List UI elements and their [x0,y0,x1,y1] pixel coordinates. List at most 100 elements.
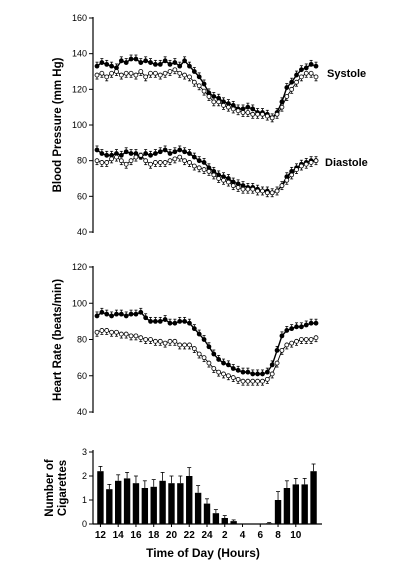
bp-series-3-line [96,154,317,194]
bp-data-point [148,161,153,167]
hr-data-point [245,378,251,384]
hr-data-point [104,311,110,317]
hr-data-point [191,326,197,332]
hr-data-point [162,340,168,346]
hr-data-point [157,338,163,344]
bp-data-point [133,56,139,62]
cig-bar [177,483,184,524]
bp-data-point [94,63,100,69]
bp-data-point [187,151,192,156]
bp-data-point [313,63,319,69]
cig-x-tick-label: 18 [148,530,160,541]
bp-tick-label: 160 [72,13,87,23]
bp-data-point [118,152,124,158]
bp-data-point [225,104,231,110]
cig-x-tick-label: 12 [95,530,107,541]
cig-bar [106,489,113,524]
hr-data-point [264,376,270,382]
cig-x-tick-label: 2 [222,530,228,541]
hr-data-point [99,328,105,333]
bp-data-point [260,188,265,194]
hr-data-point [294,324,299,330]
bp-data-point [279,104,285,110]
hr-data-point [250,371,256,377]
hr-data-point [303,337,309,342]
hr-data-point [128,333,134,339]
hr-data-point [148,318,153,324]
bp-data-point [123,161,129,167]
cig-bar [203,503,211,524]
hr-data-point [157,318,163,324]
hr-data-point [177,318,183,324]
hr-data-point [279,333,285,339]
bp-data-point [191,69,197,74]
cig-bar-group [97,463,317,524]
hr-data-point [114,329,119,335]
bp-data-point [99,160,105,165]
cig-y-label-line-1: Number of [44,459,56,517]
bp-data-point [157,160,163,165]
bp-data-point [196,74,202,80]
bp-data-point [109,63,114,69]
bp-data-point [177,154,183,160]
bp-tick-label: 120 [72,84,87,94]
cig-bar [301,484,308,524]
cig-x-tick-label: 24 [201,530,213,541]
bp-data-point [152,160,158,165]
hr-data-point [289,326,295,332]
hr-tick-label: 80 [77,335,87,345]
cig-tick-label: 1 [82,495,87,505]
bp-data-point [264,190,270,196]
bp-data-point [109,70,114,76]
hr-data-point [264,369,270,375]
cig-y-ticks: 0 1 2 3 [82,447,93,529]
bp-data-point [289,79,295,85]
hr-data-point [187,342,192,348]
bp-data-point [216,99,222,105]
systole-label: Systole [327,68,366,80]
cig-bar [132,483,140,524]
bp-data-point [294,72,299,78]
hr-data-point [230,375,236,380]
hr-data-point [274,360,280,366]
bp-data-point [94,147,100,153]
hr-data-point [225,373,231,379]
hr-data-point [143,337,149,342]
bp-data-point [172,149,178,155]
hr-data-point [94,313,100,319]
x-axis-label: Time of Day (Hours) [146,546,260,560]
bp-data-point [167,69,173,74]
bp-data-point [294,167,299,172]
bp-data-point [201,167,207,172]
hr-data-point [225,362,231,368]
bp-data-point [187,63,192,69]
bp-data-point [211,99,217,105]
hr-data-point [123,331,129,337]
bp-data-point [162,147,168,153]
bp-data-point [255,188,261,194]
bp-data-point [104,160,110,165]
hr-data-point [109,313,114,319]
hr-data-point [298,324,304,330]
cig-bar [221,518,228,524]
bp-data-point [128,158,134,164]
bp-data-point [245,110,251,115]
hr-data-point [216,369,222,375]
hr-data-point [94,329,100,335]
hr-data-point [182,342,188,348]
hr-data-point [240,369,246,375]
hr-data-point [308,337,314,342]
hr-data-point [123,313,129,319]
hr-data-point [260,378,265,384]
bp-data-point [148,60,153,65]
bp-data-point [211,94,217,99]
bp-data-point [172,60,178,65]
hr-data-point [138,309,144,315]
hr-series-group [94,307,319,386]
hr-data-point [274,347,280,353]
cig-x-tick-label: 10 [290,530,302,541]
cig-x-tick-label: 20 [166,530,178,541]
hr-data-point [191,346,197,351]
hr-data-point [235,367,241,373]
hr-data-point [162,317,168,322]
